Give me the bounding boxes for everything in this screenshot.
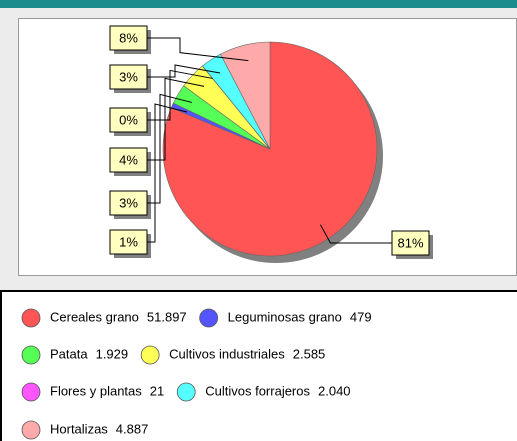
legend-label: Leguminosas grano bbox=[228, 309, 342, 324]
legend-value: 2.040 bbox=[318, 383, 351, 398]
leader-line bbox=[147, 69, 213, 121]
label-box bbox=[391, 230, 430, 256]
leader-line bbox=[147, 93, 193, 204]
legend-swatch bbox=[21, 308, 41, 328]
leader-line bbox=[147, 64, 221, 78]
legend-swatch bbox=[21, 420, 41, 440]
legend-swatch bbox=[199, 308, 219, 328]
legend-value: 1.929 bbox=[96, 346, 129, 361]
slice-label: 3% bbox=[119, 69, 138, 84]
slice-label: 8% bbox=[119, 30, 138, 45]
slice-label: 1% bbox=[119, 234, 138, 249]
legend-panel bbox=[0, 290, 517, 441]
legend-label: Cultivos industriales bbox=[169, 346, 285, 361]
legend-value: 4.887 bbox=[116, 421, 149, 436]
legend-value: 51.897 bbox=[147, 309, 187, 324]
pie-slice bbox=[162, 41, 378, 257]
pie-slice bbox=[220, 41, 271, 150]
label-box bbox=[109, 107, 148, 133]
leader-line bbox=[319, 224, 392, 244]
label-box bbox=[109, 64, 148, 90]
top-bar bbox=[0, 0, 517, 8]
legend-swatch bbox=[176, 382, 196, 402]
legend-value: 479 bbox=[350, 309, 372, 324]
slice-label: 4% bbox=[119, 152, 138, 167]
legend: Cereales grano 51.897 Leguminosas grano 479… bbox=[21, 308, 372, 440]
label-box bbox=[109, 190, 148, 216]
legend-label: Hortalizas bbox=[50, 421, 108, 436]
legend-label: Patata bbox=[50, 346, 88, 361]
leader-line bbox=[147, 37, 249, 62]
legend-swatch bbox=[21, 345, 41, 365]
leader-line bbox=[147, 77, 205, 161]
pie: 81% 1% 3% 4% 0% 3% 8% bbox=[109, 25, 433, 263]
legend-label: Cereales grano bbox=[50, 309, 139, 324]
legend-value: 2.585 bbox=[293, 346, 326, 361]
slice-label: 3% bbox=[119, 195, 138, 210]
legend-swatch bbox=[140, 345, 160, 365]
slice-label: 81% bbox=[397, 235, 423, 250]
legend-label: Flores y plantas bbox=[50, 383, 142, 398]
legend-swatch bbox=[21, 382, 41, 402]
leader-line bbox=[147, 103, 188, 243]
slice-label: 0% bbox=[119, 112, 138, 127]
legend-label: Cultivos forrajeros bbox=[205, 383, 310, 398]
legend-value: 21 bbox=[150, 383, 164, 398]
